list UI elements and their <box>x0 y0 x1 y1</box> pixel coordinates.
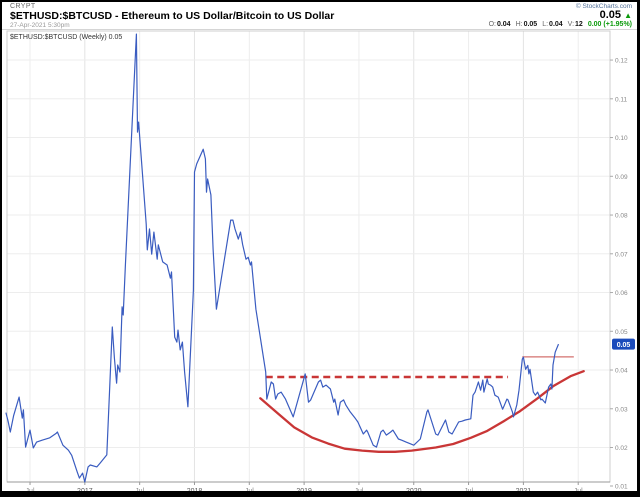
svg-text:0.12: 0.12 <box>615 58 628 65</box>
svg-text:2017: 2017 <box>77 488 93 491</box>
quote-label: V: <box>567 21 575 28</box>
svg-text:0.08: 0.08 <box>615 213 628 220</box>
change-value: 0.00 (+1.95%) <box>587 21 632 28</box>
chart-timestamp: 27-Apr-2021 5:30pm <box>10 22 70 29</box>
cup-annotation <box>259 370 585 453</box>
svg-text:0.11: 0.11 <box>615 96 628 103</box>
ohlcv-quote-row: O:0.04 H:0.05 L:0.04 V:12 0.00 (+1.95%) <box>489 21 632 28</box>
svg-text:Jul: Jul <box>245 488 254 491</box>
svg-text:0.04: 0.04 <box>615 368 628 375</box>
last-price-value: 0.05 <box>599 9 622 21</box>
chart-legend: $ETHUSD:$BTCUSD (Weekly) 0.05 <box>10 34 122 41</box>
svg-text:0.05: 0.05 <box>617 342 631 349</box>
stockcharts-copyright: © StockCharts.com <box>575 3 632 10</box>
quote-label: O: <box>488 21 496 28</box>
last-price-row: 0.05 ▲ <box>600 10 632 21</box>
quote-label: H: <box>515 21 523 28</box>
svg-text:0.10: 0.10 <box>615 135 628 142</box>
svg-text:0.05: 0.05 <box>615 329 628 336</box>
svg-text:Jul: Jul <box>26 488 35 491</box>
chart-header: CRYPT $ETHUSD:$BTCUSD - Ethereum to US D… <box>2 2 637 30</box>
x-axis: Jul 2017 Jul 2018 Jul 2019 Jul 2020 Jul 2021 Jul <box>26 482 583 491</box>
svg-text:2021: 2021 <box>516 488 532 491</box>
svg-text:Jul: Jul <box>354 488 363 491</box>
quote-label: L: <box>542 21 549 28</box>
quote-value: 0.05 <box>523 21 538 28</box>
svg-text:2019: 2019 <box>296 488 312 491</box>
up-arrow-icon: ▲ <box>624 11 632 20</box>
quote-value: 0.04 <box>496 21 511 28</box>
svg-text:0.07: 0.07 <box>615 251 628 258</box>
svg-text:0.09: 0.09 <box>615 174 628 181</box>
workspace-label: CRYPT <box>10 3 36 10</box>
y-axis: 0.01 0.02 0.03 0.04 0.05 0.06 0.07 0.08 0.09 0.10… <box>610 58 628 491</box>
gridlines <box>7 31 610 482</box>
svg-text:2018: 2018 <box>187 488 203 491</box>
svg-text:Jul: Jul <box>135 488 144 491</box>
price-line <box>5 33 560 483</box>
quote-value: 0.04 <box>549 21 563 28</box>
page-title: $ETHUSD:$BTCUSD - Ethereum to US Dollar/… <box>10 10 335 22</box>
svg-text:Jul: Jul <box>464 488 473 491</box>
svg-text:0.03: 0.03 <box>615 406 628 413</box>
svg-text:0.02: 0.02 <box>615 445 628 452</box>
quote-value: 12 <box>575 21 583 28</box>
svg-text:0.01: 0.01 <box>615 484 628 491</box>
svg-text:Jul: Jul <box>574 488 583 491</box>
last-price-badge: 0.05 <box>612 338 635 350</box>
price-chart[interactable]: 0.01 0.02 0.03 0.04 0.05 0.06 0.07 0.08 0.09 0.10… <box>2 30 637 491</box>
svg-text:2020: 2020 <box>406 488 422 491</box>
svg-text:0.06: 0.06 <box>615 290 628 297</box>
chart-page: CRYPT $ETHUSD:$BTCUSD - Ethereum to US D… <box>2 2 637 491</box>
